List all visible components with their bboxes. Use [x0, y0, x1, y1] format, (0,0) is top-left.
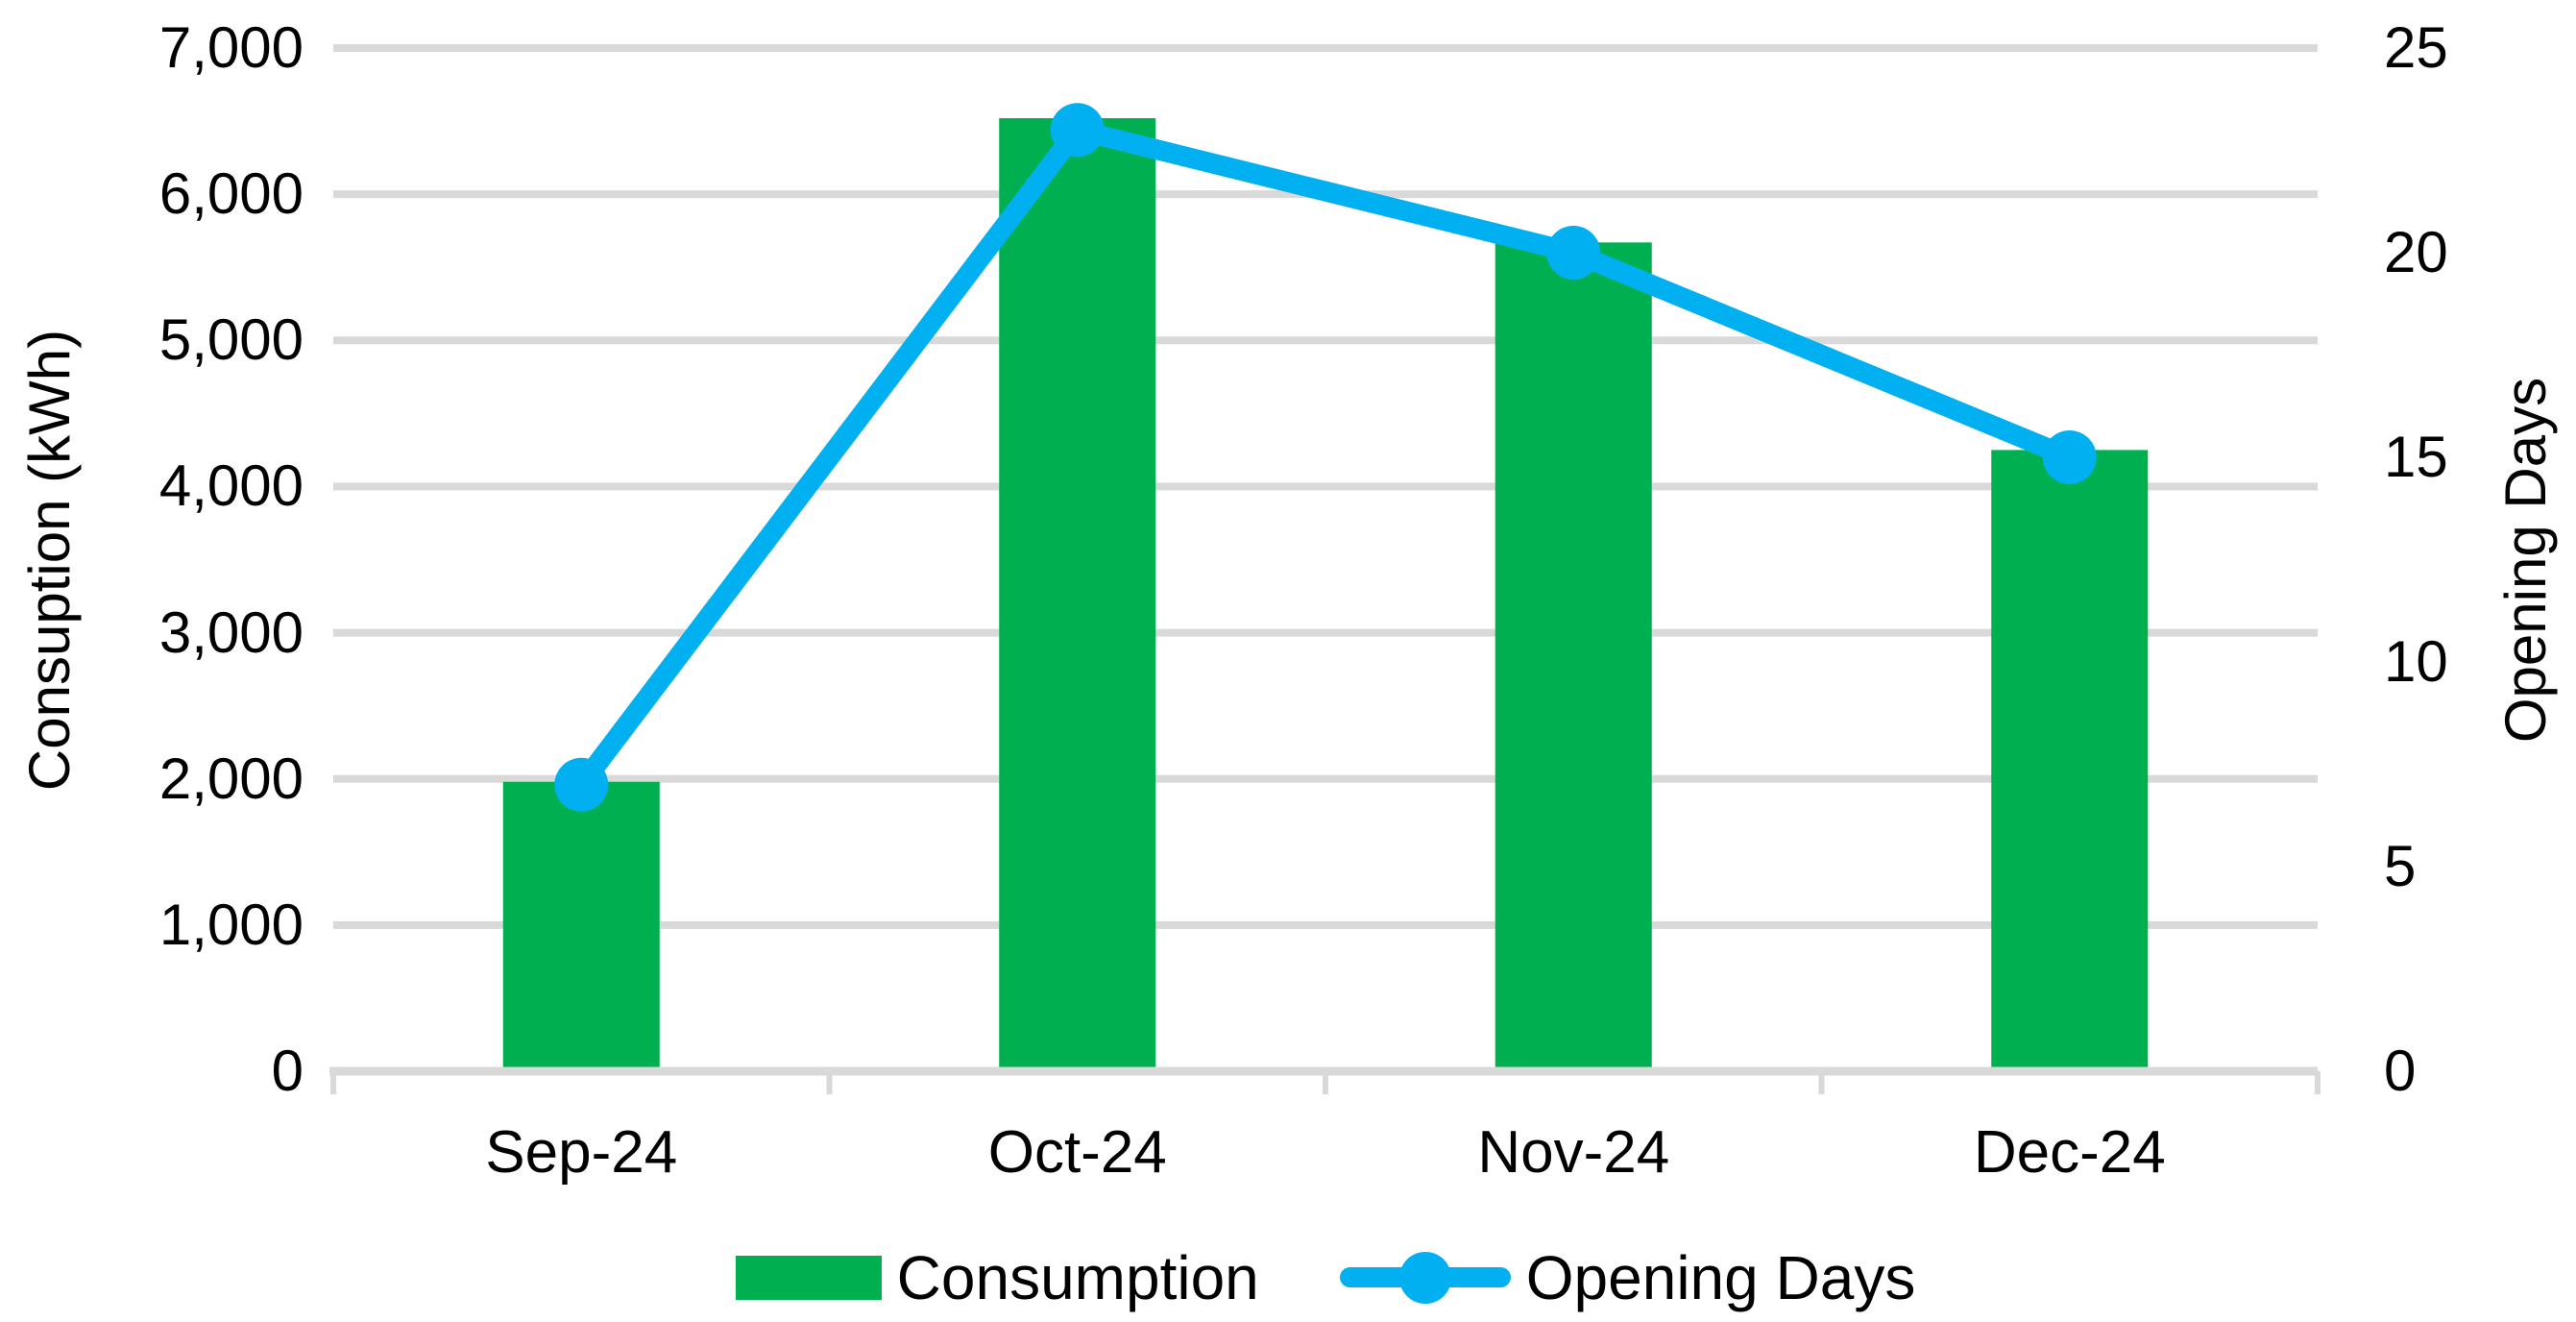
bar-nov-24 — [1495, 242, 1652, 1072]
left-axis-tick-label: 1,000 — [158, 892, 304, 957]
opening-days-swatch — [1339, 1251, 1511, 1304]
x-axis-label-sep-24: Sep-24 — [485, 1119, 678, 1186]
legend-item-consumption: Consumption — [735, 1242, 1259, 1312]
opening-days-line — [571, 119, 2080, 796]
legend-label-opening-days: Opening Days — [1525, 1242, 1916, 1312]
left-axis-tick-label: 2,000 — [158, 746, 304, 811]
marker-dec-24 — [2042, 430, 2097, 484]
x-axis-label-dec-24: Dec-24 — [1973, 1119, 2166, 1186]
left-axis-tick-label: 0 — [271, 1039, 304, 1103]
right-axis-tick-label: 5 — [2384, 834, 2417, 898]
bar-oct-24 — [999, 118, 1156, 1072]
left-axis-title: Consuption (kWh) — [17, 329, 82, 792]
legend-label-consumption: Consumption — [896, 1242, 1259, 1312]
left-axis-tick-label: 6,000 — [158, 161, 304, 227]
marker-sep-24 — [554, 757, 609, 812]
left-axis-tick-label: 3,000 — [158, 600, 304, 665]
right-axis-tick-label: 10 — [2384, 629, 2448, 694]
legend: Consumption Opening Days — [333, 1233, 2318, 1322]
x-axis-label-nov-24: Nov-24 — [1477, 1119, 1670, 1186]
right-axis-tick-label: 0 — [2384, 1039, 2417, 1103]
x-axis-label-oct-24: Oct-24 — [987, 1119, 1167, 1186]
left-axis-tick-label: 5,000 — [158, 307, 304, 373]
right-axis-tick-label: 20 — [2384, 220, 2448, 284]
right-axis-tick-label: 15 — [2384, 425, 2448, 489]
bar-dec-24 — [1991, 450, 2149, 1072]
marker-nov-24 — [1546, 226, 1601, 280]
bar-sep-24 — [502, 781, 660, 1071]
right-axis-tick-label: 25 — [2384, 15, 2448, 80]
marker-oct-24 — [1050, 103, 1105, 158]
consumption-swatch — [735, 1255, 882, 1300]
opening-days-marker-icon — [1398, 1251, 1451, 1304]
left-axis-tick-label: 7,000 — [158, 15, 304, 80]
left-axis-tick-label: 4,000 — [158, 453, 304, 519]
right-axis-title: Opening Days — [2493, 377, 2558, 744]
legend-item-opening-days: Opening Days — [1339, 1242, 1916, 1312]
